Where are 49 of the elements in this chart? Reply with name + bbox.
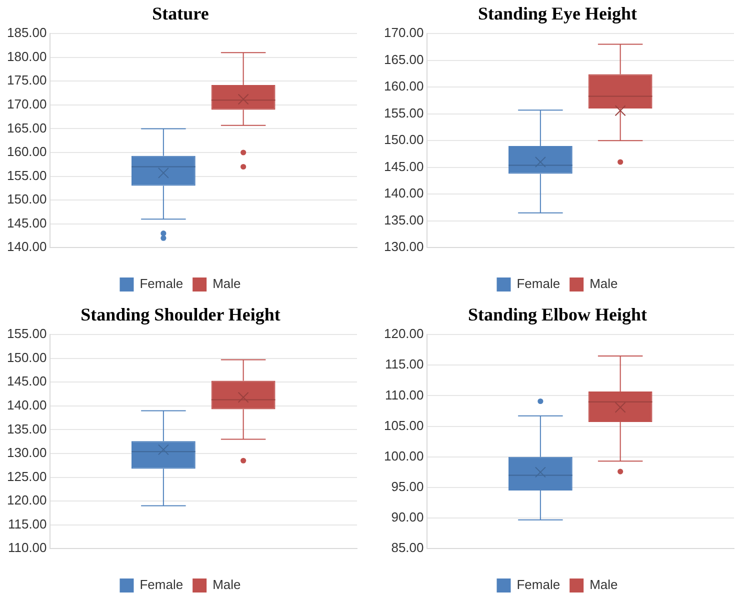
y-tick-label: 85.00 — [391, 540, 424, 556]
chart-title: Stature — [152, 3, 209, 24]
y-tick-label: 125.00 — [6, 468, 47, 484]
y-tick-label: 115.00 — [8, 516, 47, 532]
chart-title: Standing Eye Height — [478, 3, 638, 24]
y-tick-label: 170.00 — [6, 96, 47, 112]
y-tick-label: 155.00 — [384, 105, 424, 120]
y-tick-label: 155.00 — [6, 168, 47, 183]
y-tick-label: 120.00 — [384, 326, 424, 342]
y-tick-label: 165.00 — [6, 120, 47, 136]
y-tick-label: 160.00 — [6, 144, 47, 160]
y-tick-label: 90.00 — [391, 510, 424, 525]
chart-title: Standing Shoulder Height — [80, 304, 280, 324]
y-tick-label: 180.00 — [6, 48, 47, 64]
y-tick-label: 100.00 — [384, 448, 424, 464]
y-tick-label: 160.00 — [384, 78, 424, 94]
y-tick-label: 145.00 — [384, 158, 424, 174]
legend-label: Male — [590, 577, 618, 592]
y-tick-label: 175.00 — [6, 72, 47, 88]
y-tick-label: 135.00 — [6, 421, 47, 436]
chart-title: Standing Elbow Height — [468, 304, 648, 324]
legend-label: Male — [212, 276, 241, 292]
y-tick-label: 135.00 — [384, 212, 424, 228]
y-tick-label: 110.00 — [384, 387, 424, 402]
y-tick-label: 140.00 — [6, 239, 47, 254]
y-tick-label: 150.00 — [6, 350, 47, 365]
y-tick-label: 140.00 — [384, 186, 424, 201]
y-tick-label: 155.00 — [6, 326, 47, 342]
legend-label: Female — [140, 276, 184, 292]
y-tick-label: 150.00 — [384, 132, 424, 148]
y-tick-label: 95.00 — [391, 479, 424, 494]
legend-label: Male — [212, 577, 241, 592]
y-tick-label: 145.00 — [6, 215, 47, 230]
y-tick-label: 130.00 — [6, 445, 47, 460]
y-tick-label: 150.00 — [6, 192, 47, 207]
y-tick-label: 140.00 — [6, 398, 47, 413]
y-tick-label: 145.00 — [6, 374, 47, 389]
legend-label: Female — [516, 577, 560, 592]
legend-label: Female — [516, 276, 560, 292]
y-tick-label: 165.00 — [384, 52, 424, 67]
y-tick-label: 185.00 — [6, 25, 47, 40]
y-tick-label: 130.00 — [384, 239, 424, 254]
y-tick-label: 120.00 — [6, 492, 47, 508]
y-tick-label: 110.00 — [8, 540, 47, 556]
y-tick-label: 115.00 — [384, 356, 424, 372]
y-tick-label: 105.00 — [384, 418, 424, 433]
legend-label: Male — [590, 276, 618, 292]
y-tick-label: 170.00 — [384, 25, 424, 40]
legend-label: Female — [140, 577, 184, 592]
